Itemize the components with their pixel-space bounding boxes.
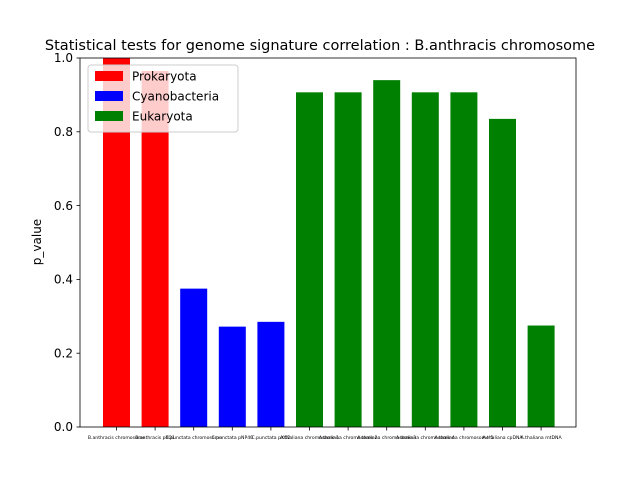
- chart-title: Statistical tests for genome signature c…: [45, 38, 595, 54]
- bar: [257, 321, 285, 427]
- y-tick-label: 0.2: [54, 346, 73, 360]
- bar: [489, 118, 516, 427]
- y-tick-label: 1.0: [54, 51, 73, 65]
- bar: [218, 326, 246, 427]
- y-tick-label: 0.0: [54, 420, 73, 434]
- bar: [180, 288, 208, 428]
- y-tick-label: 0.4: [54, 273, 73, 287]
- bar: [450, 92, 478, 427]
- legend-label: Cyanobacteria: [132, 90, 219, 104]
- legend-swatch: [95, 111, 123, 121]
- legend-swatch: [95, 91, 123, 101]
- bar: [334, 92, 362, 427]
- x-tick-label: A.thaliana chromosome 2: [319, 435, 378, 441]
- bar: [296, 92, 323, 427]
- y-tick-label: 0.8: [54, 125, 73, 139]
- legend-box: [87, 64, 239, 133]
- y-axis-label: p_value: [30, 219, 44, 265]
- x-tick-label: B.anthracis pXO1: [135, 435, 175, 441]
- x-tick-label: C.punctata chromosome: [165, 435, 222, 441]
- x-tick-label: A.thaliana chromosome 1: [280, 435, 339, 441]
- legend-swatch: [95, 71, 123, 81]
- x-tick-label: A.thaliana chromosome 5: [434, 435, 493, 441]
- x-tick-label: A.thaliana mtDNA: [521, 435, 563, 441]
- legend-label: Prokaryota: [132, 70, 197, 84]
- x-tick-label: B.anthracis chromosome: [88, 435, 145, 441]
- x-tick-label: A.thaliana chromosome 4: [396, 435, 455, 441]
- x-tick-label: A.thaliana chromosome 3: [357, 435, 416, 441]
- bar: [411, 92, 439, 427]
- x-tick-label: A.thaliana cpDNA: [482, 435, 523, 441]
- x-tick-label: C.punctata pNP40: [212, 435, 254, 441]
- legend: Prokaryota Cyanobacteria Eukaryota: [87, 64, 239, 133]
- legend-label: Eukaryota: [132, 110, 193, 124]
- x-tick-label: C.punctata pXO2: [251, 435, 290, 441]
- bar: [373, 80, 401, 427]
- y-tick-label: 0.6: [54, 199, 73, 213]
- plot-frame: [79, 57, 577, 428]
- bar: [527, 325, 555, 427]
